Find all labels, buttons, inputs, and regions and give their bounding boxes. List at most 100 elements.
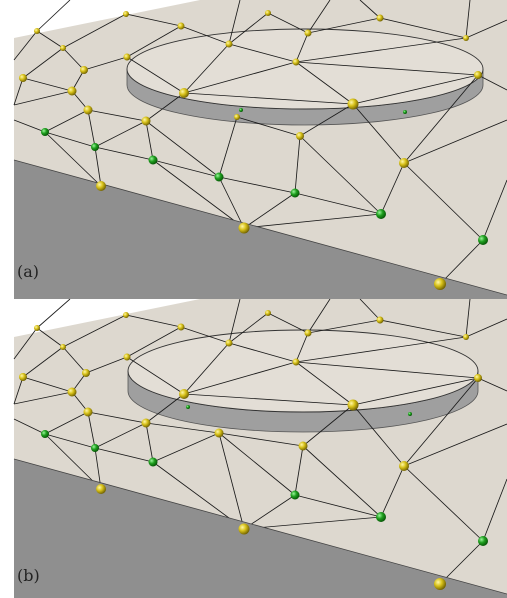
mesh-edge: [228, 299, 241, 344]
yellow-node: [399, 158, 409, 168]
yellow-node: [123, 11, 129, 17]
yellow-node: [463, 334, 469, 340]
mesh-edge: [13, 90, 73, 106]
yellow-node: [34, 28, 40, 34]
mesh-edge: [380, 162, 405, 215]
mesh-edge: [87, 109, 96, 148]
yellow-node: [60, 45, 66, 51]
green-node: [408, 412, 412, 416]
yellow-node: [238, 222, 250, 234]
green-node: [41, 430, 49, 438]
mesh-edge: [243, 192, 296, 229]
mesh-edge: [218, 176, 245, 229]
yellow-node: [434, 278, 446, 290]
mesh-edge: [22, 77, 73, 92]
panel-label-a: (a): [17, 262, 40, 281]
mesh-edge: [125, 314, 182, 328]
mesh-edge: [13, 77, 24, 106]
mesh-edge: [145, 422, 154, 463]
mesh-edge: [243, 494, 296, 530]
yellow-node: [177, 22, 185, 30]
yellow-node: [292, 358, 300, 366]
mesh-edge: [465, 0, 471, 39]
mesh-edge: [152, 432, 220, 463]
green-node: [290, 490, 300, 500]
mesh-nodes: [19, 310, 488, 590]
mesh-edge: [465, 299, 471, 338]
mesh-edge: [94, 146, 102, 187]
mesh-edge: [403, 74, 479, 164]
mesh-edge: [295, 32, 309, 63]
mesh-edge: [307, 17, 381, 34]
mesh-edge: [267, 12, 309, 34]
mesh-edge: [218, 432, 296, 496]
mesh-edge: [228, 342, 297, 363]
yellow-node: [80, 66, 88, 74]
green-node: [478, 536, 488, 546]
yellow-node: [123, 53, 131, 61]
mesh-edge: [36, 299, 71, 329]
mesh-edge: [302, 445, 382, 518]
green-node: [148, 457, 158, 467]
mesh-edge: [13, 30, 38, 61]
yellow-node: [474, 374, 482, 382]
mesh-edge: [307, 0, 331, 34]
mesh-edge: [22, 47, 64, 79]
mesh-edge: [352, 103, 405, 164]
yellow-node: [82, 369, 90, 377]
mesh-edge: [183, 61, 297, 94]
mesh-edge: [145, 393, 185, 424]
mesh-edge: [352, 404, 405, 467]
yellow-node: [296, 132, 304, 140]
mesh-edge: [44, 109, 89, 133]
mesh-edges: [13, 0, 507, 285]
yellow-node: [265, 10, 271, 16]
panel-a: (a): [13, 0, 507, 299]
mesh-edge: [403, 465, 484, 542]
mesh-edge: [307, 319, 381, 334]
mesh-edge: [295, 361, 354, 406]
green-node: [403, 110, 407, 114]
green-node: [290, 188, 300, 198]
yellow-node: [347, 399, 359, 411]
mesh-edge: [359, 299, 381, 321]
mesh-edge: [94, 120, 147, 148]
mesh-edge: [218, 432, 245, 530]
yellow-node: [67, 86, 77, 96]
mesh-edge: [294, 135, 301, 194]
mesh-edge: [13, 327, 38, 360]
mesh-edge: [380, 465, 405, 518]
mesh-edge: [44, 433, 96, 449]
mesh-edge: [36, 30, 64, 49]
mesh-edge: [183, 92, 354, 105]
panel-b: (b): [0, 299, 507, 598]
yellow-node: [177, 323, 185, 331]
mesh-render-a: [13, 0, 507, 299]
yellow-node: [238, 523, 250, 535]
mesh-edge: [87, 411, 96, 449]
mesh-edge: [145, 120, 154, 161]
yellow-node: [463, 35, 469, 41]
mesh-edge: [228, 43, 297, 63]
yellow-node: [304, 29, 312, 37]
yellow-node: [67, 387, 77, 397]
mesh-edge: [87, 109, 147, 122]
yellow-node: [179, 389, 189, 399]
panel-label-b: (b): [17, 566, 40, 585]
mesh-edge: [439, 239, 484, 285]
mesh-edge: [13, 376, 24, 405]
mesh-edge: [180, 25, 230, 45]
mesh-edge: [44, 433, 102, 490]
mesh-edge: [22, 376, 73, 393]
mesh-edge: [180, 326, 230, 344]
mesh-edge: [145, 92, 185, 122]
mesh-edge: [94, 447, 154, 463]
mesh-edge: [13, 391, 73, 405]
yellow-node: [225, 339, 233, 347]
mesh-edge: [294, 192, 382, 215]
mesh-edge: [228, 312, 269, 344]
yellow-node: [376, 316, 384, 324]
mesh-edge: [403, 162, 484, 241]
mesh-edge: [145, 120, 220, 178]
mesh-edge: [403, 423, 507, 467]
